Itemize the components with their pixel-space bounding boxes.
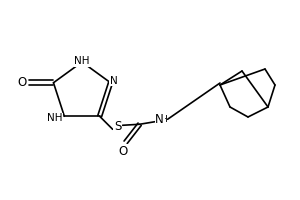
Text: N: N <box>110 76 117 86</box>
Text: O: O <box>118 145 127 158</box>
Text: S: S <box>114 120 121 133</box>
Text: NH: NH <box>74 56 90 66</box>
Text: NH: NH <box>47 113 62 123</box>
Text: N: N <box>155 113 164 126</box>
Text: O: O <box>18 76 27 89</box>
Text: H: H <box>160 115 167 124</box>
